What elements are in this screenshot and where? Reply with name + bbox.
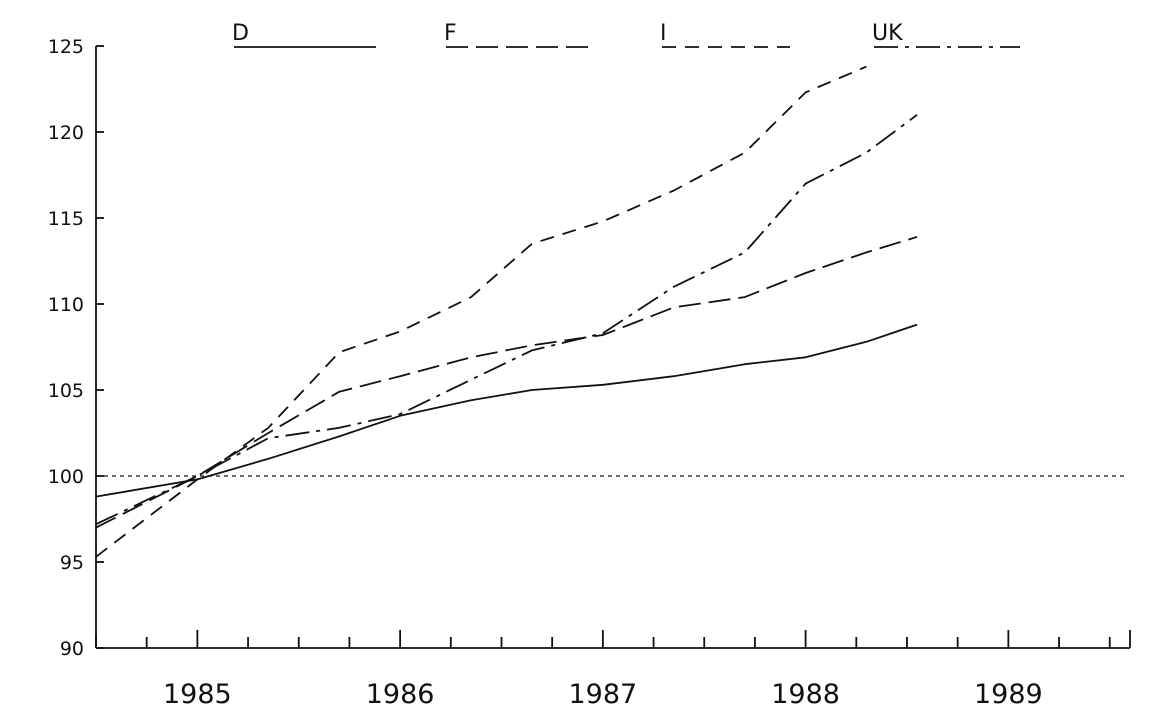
x-year-label: 1988 — [771, 679, 840, 710]
x-axis: 1985 1986 1987 1988 1989 — [95, 630, 1131, 710]
series-line-i — [95, 65, 867, 558]
series-line-d — [95, 323, 918, 498]
y-tick-label: 115 — [48, 208, 84, 230]
x-year-label: 1987 — [569, 679, 638, 710]
y-tick-label: 110 — [48, 294, 84, 316]
y-tick-label: 90 — [60, 638, 84, 660]
series-group — [95, 65, 918, 558]
y-axis: 90 95 100 105 110 115 120 125 — [48, 36, 104, 660]
series-line-uk — [95, 114, 918, 526]
y-tick-label: 100 — [48, 466, 84, 488]
series-line-f — [95, 236, 918, 529]
legend-label-d: D — [232, 21, 249, 46]
y-tick-label: 95 — [60, 552, 84, 574]
legend: D F I UK — [232, 21, 1020, 48]
x-year-label: 1985 — [163, 679, 232, 710]
x-year-label: 1986 — [366, 679, 435, 710]
legend-label-f: F — [444, 21, 457, 46]
y-tick-label: 105 — [48, 380, 84, 402]
y-tick-label: 125 — [48, 36, 84, 58]
y-tick-label: 120 — [48, 122, 84, 144]
x-year-label: 1989 — [974, 679, 1043, 710]
legend-label-uk: UK — [872, 21, 903, 46]
legend-label-i: I — [660, 21, 667, 46]
